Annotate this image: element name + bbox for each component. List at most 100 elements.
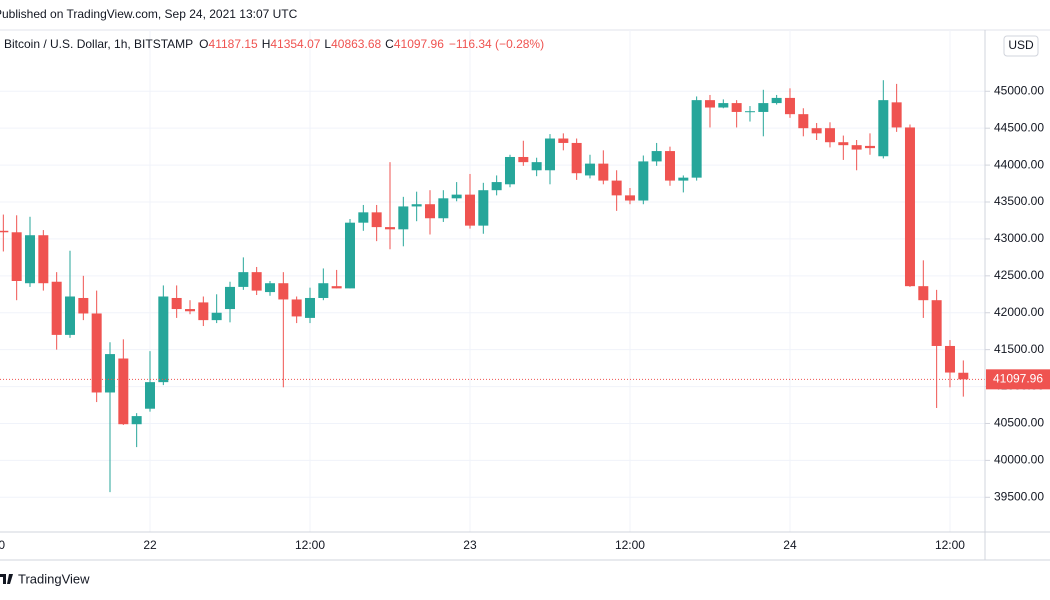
currency[interactable]: USD: [1008, 38, 1034, 52]
symbol-header: Bitcoin / U.S. Dollar, 1h, BITSTAMP O4118…: [4, 37, 544, 51]
symbol: Bitcoin / U.S. Dollar, 1h, BITSTAMP: [4, 37, 193, 51]
candle-body: [558, 138, 569, 143]
candle-body: [704, 100, 715, 108]
ohlc-value: 41097.96: [394, 37, 444, 51]
candle-body: [131, 416, 142, 425]
candle-body: [944, 345, 955, 373]
candle-body: [331, 286, 342, 289]
y-tick-label: 40500.00: [994, 416, 1044, 430]
candle-body: [318, 283, 329, 298]
x-tick-label: 12:00: [295, 538, 325, 552]
candle-body: [38, 235, 49, 284]
candle-body: [398, 206, 409, 230]
ohlc-value: 41354.07: [270, 37, 320, 51]
y-tick-label: 42500.00: [994, 268, 1044, 282]
candle-body: [571, 142, 582, 174]
ohlc-letter: L: [324, 37, 331, 51]
published-note: Published on TradingView.com, Sep 24, 20…: [0, 7, 298, 21]
footer-logo: [0, 574, 13, 584]
candle-body: [211, 312, 222, 321]
candle-body: [344, 222, 355, 289]
candle-body: [864, 145, 875, 149]
candle-body: [411, 204, 422, 207]
y-tick-label: 39500.00: [994, 489, 1044, 503]
candle-body: [598, 163, 609, 181]
candle-body: [264, 283, 275, 293]
candle-body: [518, 156, 529, 163]
x-axis: 12:00 22 12:00 23 12:00 24 12:00: [0, 538, 965, 552]
candle-body: [918, 286, 929, 301]
ohlc-letter: O: [199, 37, 208, 51]
candle-body: [731, 103, 742, 112]
candle-body: [611, 180, 622, 196]
y-tick-label: 40000.00: [994, 453, 1044, 467]
candle-body: [891, 102, 902, 128]
candle-body: [24, 235, 35, 284]
candle-body: [651, 151, 662, 162]
candle-body: [11, 232, 22, 281]
ohlc-value: 41187.15: [209, 37, 258, 51]
candle-body: [358, 212, 369, 223]
candle-body: [504, 156, 515, 185]
ohlc-value: 40863.68: [331, 37, 381, 51]
candle-body: [958, 372, 969, 380]
candle-body: [91, 313, 102, 393]
candle-body: [904, 127, 915, 287]
candle-body: [384, 227, 395, 230]
candle-body: [824, 128, 835, 143]
x-tick-label: 23: [463, 538, 477, 552]
candle-body: [851, 145, 862, 150]
candle-body: [104, 354, 115, 393]
candle-body: [771, 97, 782, 104]
x-tick-label: 12:00: [0, 538, 5, 552]
candle-body: [278, 283, 289, 300]
y-tick-label: 42000.00: [994, 305, 1044, 319]
candle-body: [784, 97, 795, 115]
x-tick-label: 12:00: [615, 538, 645, 552]
candle-body: [438, 198, 449, 219]
candle-body: [304, 297, 315, 318]
candle-body: [664, 151, 675, 181]
candle-body: [118, 358, 129, 425]
candle-body: [424, 204, 435, 219]
y-tick-label: 44000.00: [994, 157, 1044, 171]
candle-body: [638, 161, 649, 201]
candle-body: [531, 162, 542, 171]
candle-body: [171, 297, 182, 310]
candle-body: [184, 309, 195, 312]
candle-body: [451, 194, 462, 199]
x-tick-label: 12:00: [935, 538, 965, 552]
change: −116.34 (−0.28%): [449, 37, 544, 51]
currency-box[interactable]: [1003, 35, 1039, 57]
candle-body: [158, 296, 169, 383]
candle-body: [798, 114, 809, 129]
candle-body: [291, 299, 302, 317]
x-tick-label: 24: [783, 538, 797, 552]
y-tick-label: 45000.00: [994, 83, 1044, 97]
candle-body: [744, 111, 755, 113]
y-tick-label: 43000.00: [994, 231, 1044, 245]
candle-body: [0, 230, 9, 233]
candle-body: [251, 272, 262, 291]
candle-body: [198, 302, 209, 321]
candle-body: [544, 138, 555, 171]
ohlc-letter: H: [262, 37, 271, 51]
candle-body: [238, 272, 249, 287]
candle-body: [51, 281, 62, 335]
last-price-label: 41097.96: [993, 372, 1043, 386]
candle-body: [224, 286, 235, 310]
candle-body: [718, 103, 729, 108]
candle-body: [878, 100, 889, 157]
candle-body: [691, 100, 702, 178]
candle-body: [144, 382, 155, 409]
y-tick-label: 43500.00: [994, 194, 1044, 208]
candle-body: [678, 177, 689, 181]
candle-body: [64, 296, 75, 335]
candles: [0, 80, 985, 493]
candle-body: [811, 128, 822, 134]
footer-brand: TradingView: [18, 571, 90, 586]
candle-body: [758, 103, 769, 112]
last-price-box: [986, 369, 1050, 390]
